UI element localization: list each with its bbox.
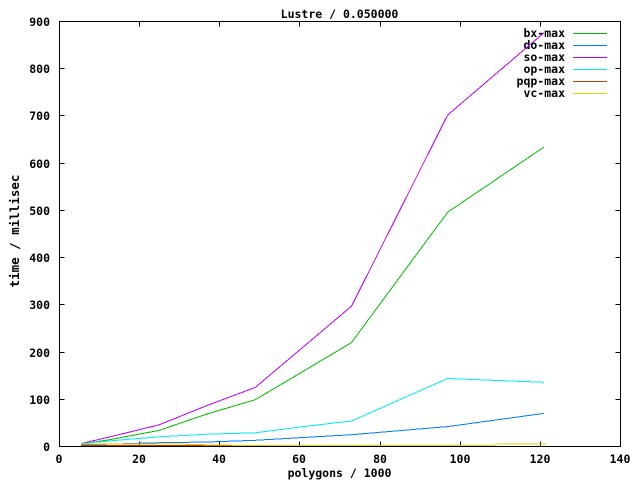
y-tick-label: 0	[43, 440, 50, 454]
x-tick-label: 80	[373, 452, 387, 466]
legend-label-vc-max: vc-max	[523, 86, 565, 100]
x-tick-label: 120	[530, 452, 551, 466]
legend-label-so-max: so-max	[523, 50, 565, 64]
series-line-bx-max	[80, 146, 545, 445]
y-tick-label: 700	[29, 109, 50, 123]
y-tick-label: 300	[29, 298, 50, 312]
x-tick-label: 0	[56, 452, 63, 466]
x-tick-label: 40	[212, 452, 226, 466]
x-tick-label: 140	[610, 452, 631, 466]
plot-border	[59, 21, 621, 447]
x-axis-title: polygons / 1000	[287, 466, 392, 480]
series-line-so-max	[80, 32, 545, 445]
y-tick-label: 200	[29, 346, 50, 360]
y-tick-label: 100	[29, 393, 50, 407]
y-tick-label: 600	[29, 157, 50, 171]
x-tick-label: 20	[132, 452, 146, 466]
x-tick-label: 100	[450, 452, 471, 466]
y-tick-label: 500	[29, 204, 50, 218]
legend-label-pqp-max: pqp-max	[517, 74, 566, 88]
y-tick-label: 400	[29, 251, 50, 265]
chart-title: Lustre / 0.050000	[280, 7, 399, 21]
series-line-vc-max	[81, 443, 546, 446]
y-tick-label: 900	[29, 15, 50, 29]
legend-label-op-max: op-max	[523, 62, 565, 76]
legend-label-bx-max: bx-max	[523, 26, 565, 40]
x-tick-label: 60	[292, 452, 306, 466]
series-line-op-max	[80, 377, 544, 445]
series-line-do-max	[80, 412, 544, 446]
y-tick-label: 800	[29, 62, 50, 76]
